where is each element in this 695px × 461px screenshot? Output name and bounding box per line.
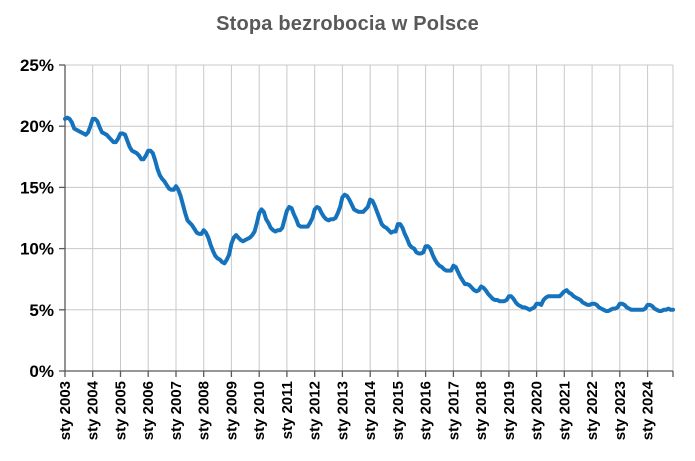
svg-text:sty 2016: sty 2016	[418, 381, 435, 440]
svg-text:sty 2007: sty 2007	[168, 381, 185, 440]
svg-text:sty 2011: sty 2011	[279, 381, 296, 439]
svg-text:sty 2018: sty 2018	[473, 381, 490, 440]
svg-text:sty 2008: sty 2008	[196, 381, 213, 440]
axes	[59, 64, 674, 377]
svg-text:20%: 20%	[20, 117, 54, 136]
unemployment-series-line	[63, 115, 675, 313]
svg-text:sty 2012: sty 2012	[307, 381, 324, 440]
svg-text:sty 2017: sty 2017	[445, 381, 462, 440]
svg-text:sty 2014: sty 2014	[362, 380, 379, 440]
chart-title: Stopa bezrobocia w Polsce	[216, 13, 479, 35]
svg-text:sty 2004: sty 2004	[85, 380, 102, 440]
svg-text:0%: 0%	[29, 362, 54, 381]
gridlines	[65, 64, 674, 371]
svg-text:sty 2006: sty 2006	[140, 381, 157, 440]
svg-text:sty 2020: sty 2020	[529, 381, 546, 440]
svg-text:sty 2019: sty 2019	[501, 381, 518, 440]
svg-text:sty 2009: sty 2009	[223, 381, 240, 440]
svg-text:sty 2010: sty 2010	[251, 381, 268, 440]
svg-text:sty 2015: sty 2015	[390, 381, 407, 440]
svg-text:25%: 25%	[20, 56, 54, 75]
x-axis-labels: sty 2003 sty 2004 sty 2005 sty 2006 sty 2007…	[57, 380, 657, 440]
svg-text:5%: 5%	[29, 301, 54, 320]
svg-text:10%: 10%	[20, 240, 54, 259]
svg-text:sty 2013: sty 2013	[334, 381, 351, 440]
svg-text:15%: 15%	[20, 178, 54, 197]
svg-text:sty 2021: sty 2021	[556, 381, 573, 440]
svg-text:sty 2022: sty 2022	[584, 381, 601, 440]
svg-text:sty 2024: sty 2024	[640, 380, 657, 440]
svg-text:sty 2023: sty 2023	[612, 381, 629, 440]
svg-text:sty 2005: sty 2005	[113, 381, 130, 440]
y-axis-labels: 0% 5% 10% 15% 20% 25%	[20, 56, 54, 381]
svg-text:sty 2003: sty 2003	[57, 381, 74, 440]
